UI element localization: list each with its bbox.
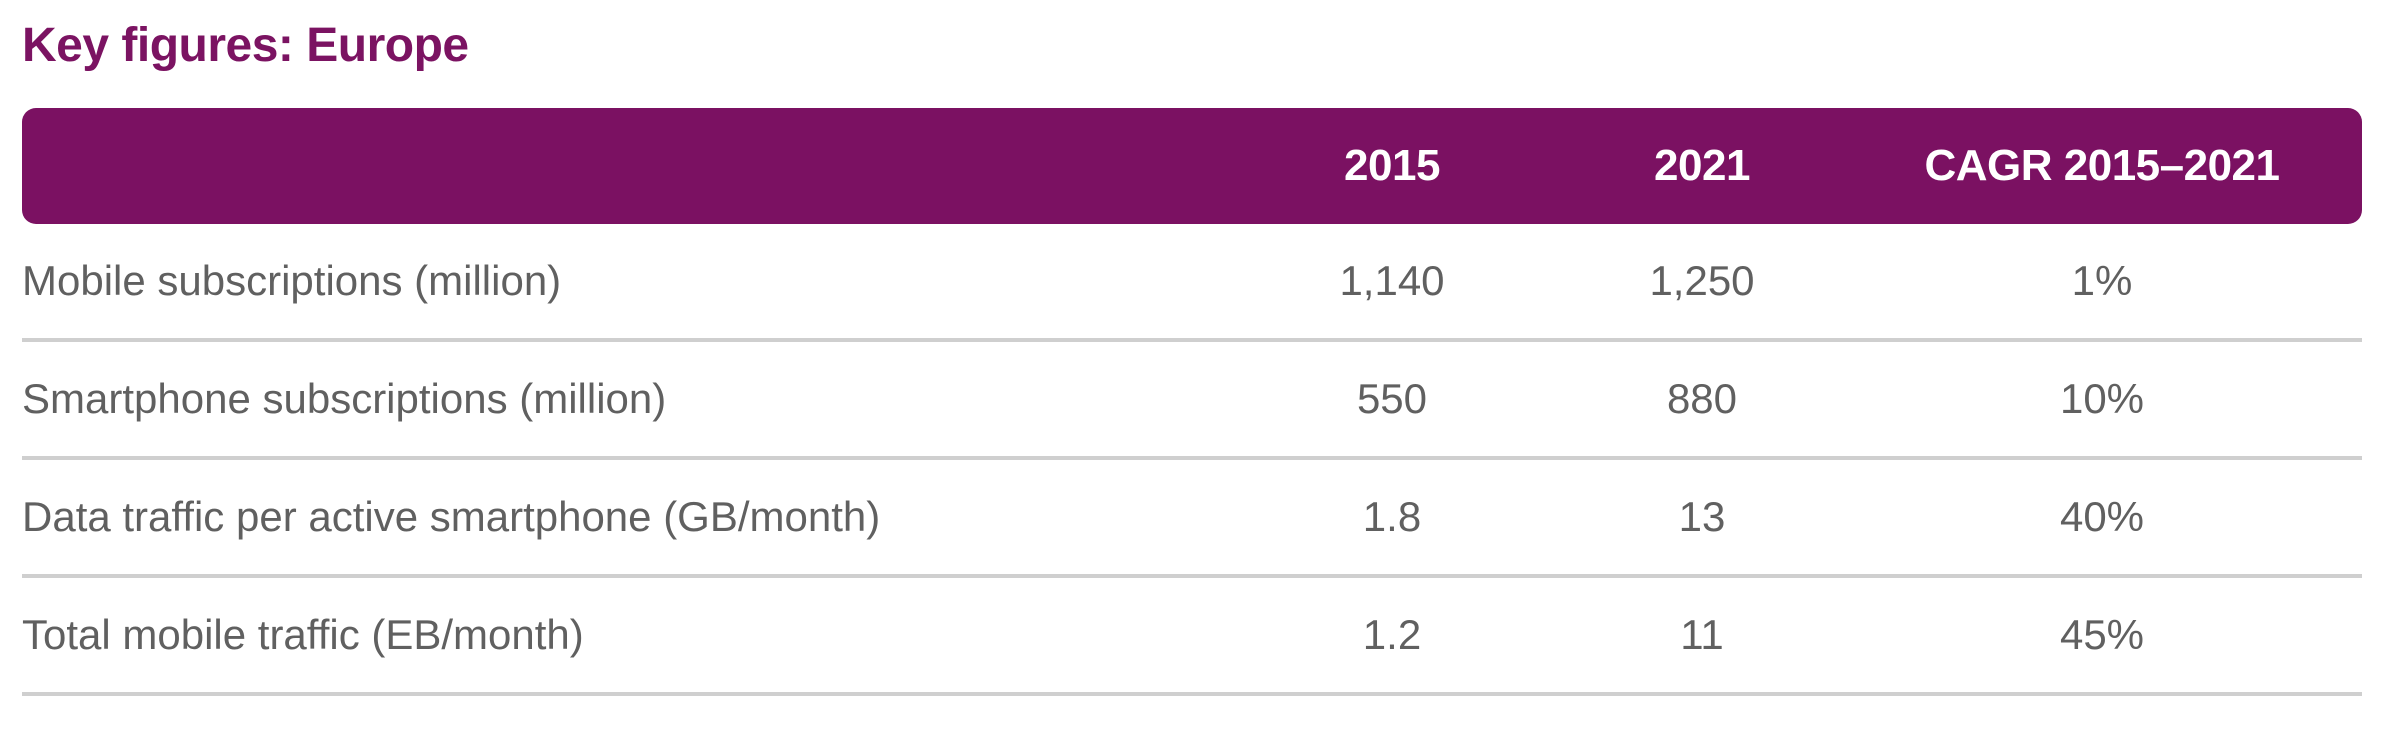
value-2015: 550 — [1356, 375, 1428, 422]
header-2021: 2021 — [1654, 141, 1750, 190]
value-2021: 11 — [1680, 611, 1724, 658]
table-header: 2015 2021 CAGR 2015–2021 — [22, 108, 2362, 224]
table-row: Data traffic per active smartphone (GB/m… — [22, 460, 2362, 578]
page-title: Key figures: Europe — [22, 19, 469, 72]
value-cagr: 45% — [2059, 611, 2145, 658]
value-2021: 880 — [1666, 375, 1738, 422]
value-cagr: 1% — [2071, 257, 2133, 304]
row-label: Smartphone subscriptions (million) — [22, 375, 667, 422]
table-row: Mobile subscriptions (million) 1,140 1,2… — [22, 224, 2362, 342]
value-cagr: 10% — [2059, 375, 2145, 422]
value-2021: 13 — [1678, 493, 1726, 540]
value-cagr: 40% — [2059, 493, 2145, 540]
row-label: Mobile subscriptions (million) — [22, 257, 562, 304]
table-row: Smartphone subscriptions (million) 550 8… — [22, 342, 2362, 460]
key-figures-table: 2015 2021 CAGR 2015–2021 Mobile subscrip… — [22, 108, 2362, 696]
header-cagr: CAGR 2015–2021 — [1924, 141, 2280, 190]
header-2015: 2015 — [1344, 141, 1440, 190]
table-row: Total mobile traffic (EB/month) 1.2 11 4… — [22, 578, 2362, 696]
value-2015: 1.2 — [1362, 611, 1422, 658]
header-label-col — [22, 108, 1222, 224]
row-label: Total mobile traffic (EB/month) — [22, 611, 584, 658]
value-2015: 1,140 — [1339, 257, 1445, 304]
value-2021: 1,250 — [1649, 257, 1755, 304]
value-2015: 1.8 — [1362, 493, 1422, 540]
row-label: Data traffic per active smartphone (GB/m… — [22, 493, 881, 540]
